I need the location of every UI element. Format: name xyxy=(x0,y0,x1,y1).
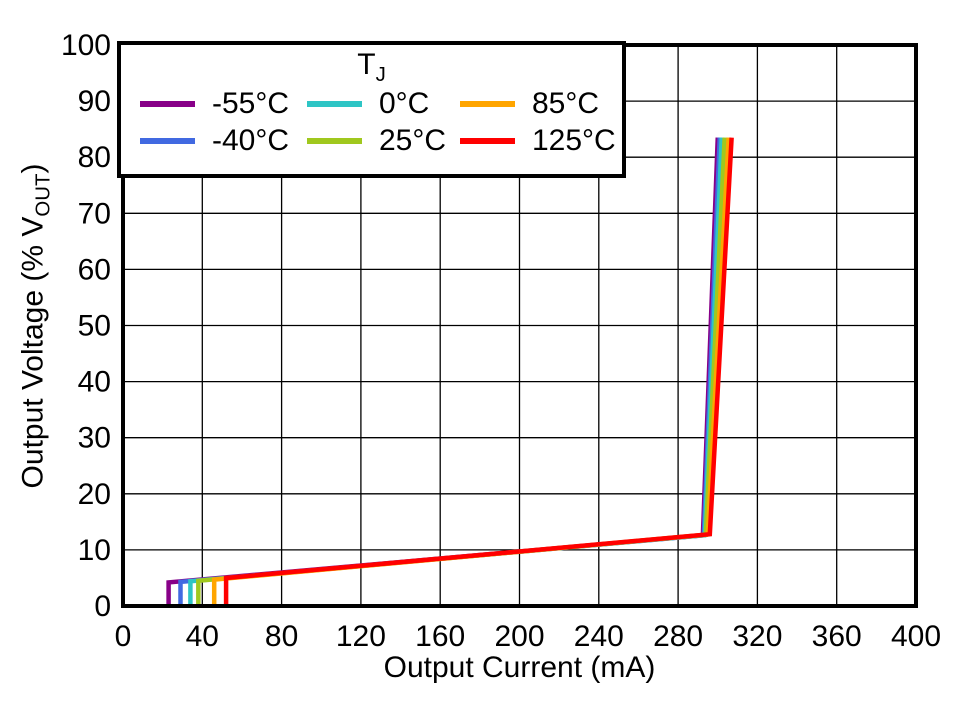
legend-label: 85°C xyxy=(532,86,600,120)
y-tick-label-100: 100 xyxy=(61,29,111,62)
series-line--55c xyxy=(166,137,720,606)
x-tick-label-320: 320 xyxy=(732,620,782,653)
series-line-0c xyxy=(188,137,724,606)
legend-title: TJ xyxy=(121,45,622,86)
y-axis-title: Output Voltage (% VOUT) xyxy=(17,164,56,489)
x-tick-label-200: 200 xyxy=(494,620,544,653)
y-tick-label-50: 50 xyxy=(78,310,111,343)
series-line--40c xyxy=(178,137,722,606)
legend-swatch xyxy=(307,100,362,107)
x-axis-title: Output Current (mA) xyxy=(383,651,656,684)
x-tick-label-240: 240 xyxy=(574,620,624,653)
legend-title-main: T xyxy=(357,48,376,81)
legend-label: 125°C xyxy=(532,123,616,157)
legend-label: 25°C xyxy=(379,123,447,157)
x-tick-label-0: 0 xyxy=(115,620,132,653)
legend-label: 0°C xyxy=(379,86,430,120)
legend-swatch xyxy=(460,137,515,144)
legend-swatch xyxy=(140,137,195,144)
legend-swatch xyxy=(460,100,515,107)
y-tick-label-20: 20 xyxy=(78,478,111,511)
x-tick-label-120: 120 xyxy=(336,620,386,653)
legend-entry-125c: 125°C xyxy=(460,122,630,159)
legend-entry-0c: 0°C xyxy=(307,85,460,122)
x-tick-label-280: 280 xyxy=(653,620,703,653)
y-tick-label-90: 90 xyxy=(78,85,111,118)
legend-box: TJ -55°C 0°C 85°C -40°C 25°C 125°C xyxy=(117,41,626,178)
y-axis-title-text: Output Voltage (% V xyxy=(16,216,50,489)
x-tick-label-80: 80 xyxy=(265,620,298,653)
y-axis-title-close: ) xyxy=(16,163,50,174)
x-tick-label-160: 160 xyxy=(415,620,465,653)
series-line-85c xyxy=(211,137,731,606)
x-tick-label-400: 400 xyxy=(891,620,941,653)
legend-swatch xyxy=(140,100,195,107)
legend-title-subscript: J xyxy=(375,64,386,86)
y-tick-label-30: 30 xyxy=(78,422,111,455)
legend-entry-25c: 25°C xyxy=(307,122,460,159)
x-tick-label-40: 40 xyxy=(186,620,219,653)
y-tick-label-70: 70 xyxy=(78,197,111,230)
series-line-25c xyxy=(196,137,727,606)
legend-entry--55c: -55°C xyxy=(140,85,307,122)
legend-swatch xyxy=(307,137,362,144)
x-tick-label-360: 360 xyxy=(812,620,862,653)
legend-entry-85c: 85°C xyxy=(460,85,630,122)
y-tick-label-60: 60 xyxy=(78,253,111,286)
series-line-125c xyxy=(223,137,734,606)
y-tick-label-80: 80 xyxy=(78,141,111,174)
y-tick-label-10: 10 xyxy=(78,534,111,567)
y-axis-title-subscript: OUT xyxy=(32,173,55,217)
legend-label: -40°C xyxy=(212,123,290,157)
y-tick-label-0: 0 xyxy=(94,590,111,623)
legend-entry--40c: -40°C xyxy=(140,122,307,159)
legend-label: -55°C xyxy=(212,86,290,120)
y-tick-label-40: 40 xyxy=(78,366,111,399)
legend-entries: -55°C 0°C 85°C -40°C 25°C 125°C xyxy=(121,85,622,159)
